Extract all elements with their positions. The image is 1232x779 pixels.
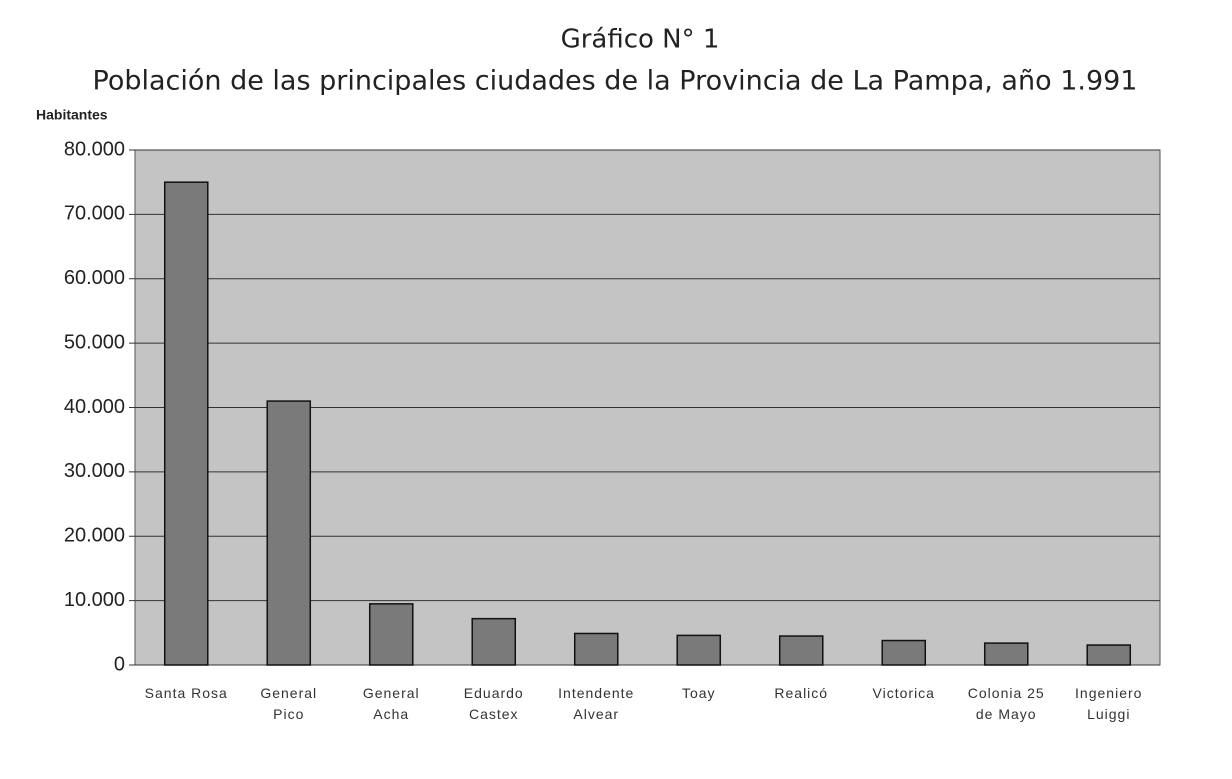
x-tick-label: Realicó (774, 685, 829, 701)
y-tick-label: 20.000 (64, 525, 125, 547)
y-tick-label: 30.000 (64, 460, 125, 482)
chart-title: Gráfico N° 1 (561, 25, 720, 55)
bar (1086, 644, 1132, 666)
bar (778, 635, 824, 666)
y-tick-label: 60.000 (64, 267, 125, 289)
y-tick-label: 0 (114, 653, 125, 675)
bar (368, 603, 414, 666)
y-tick-label: 40.000 (64, 396, 125, 418)
x-tick-label: General Acha (362, 685, 420, 722)
y-tick-label: 80.000 (64, 138, 125, 160)
bar (573, 632, 619, 666)
bar (163, 181, 209, 666)
x-tick-label: Santa Rosa (144, 685, 228, 701)
x-tick-label: Colonia 25 de Mayo (967, 685, 1045, 722)
bar (676, 634, 722, 666)
bar (471, 617, 517, 666)
x-tick-label: Eduardo Castex (463, 685, 524, 722)
x-tick-label: Ingeniero Luiggi (1075, 685, 1143, 722)
bar (983, 642, 1029, 666)
chart-subtitle: Población de las principales ciudades de… (93, 66, 1138, 97)
y-tick-label: 10.000 (64, 589, 125, 611)
y-tick-label: 70.000 (64, 203, 125, 225)
x-tick-label: Toay (681, 685, 716, 701)
bar (266, 400, 312, 666)
x-tick-label: General Pico (260, 685, 318, 722)
x-tick-label: Intendente Alvear (558, 685, 635, 722)
y-tick-label: 50.000 (64, 331, 125, 353)
x-tick-label: Victorica (872, 685, 935, 701)
bar (881, 639, 927, 666)
y-axis-label: Habitantes (36, 107, 108, 123)
